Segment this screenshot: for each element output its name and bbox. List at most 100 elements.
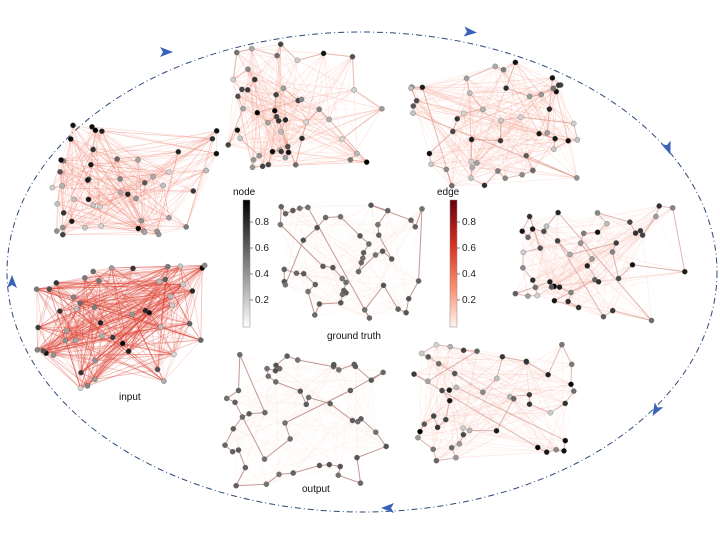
graph-edge bbox=[70, 138, 90, 180]
graph-edge bbox=[247, 69, 260, 156]
graph-edge bbox=[185, 153, 217, 228]
graph-edge bbox=[245, 467, 267, 485]
graph-edge bbox=[99, 193, 128, 207]
graph-edge bbox=[111, 267, 171, 297]
graph-edge bbox=[543, 205, 660, 232]
graph-edge bbox=[496, 378, 566, 404]
edge-colorbar-tick-label: 0.8 bbox=[462, 217, 476, 228]
graph-edge bbox=[62, 185, 164, 235]
graph-edge bbox=[92, 271, 161, 328]
graph-edge bbox=[449, 400, 551, 413]
graph-edge bbox=[157, 284, 184, 370]
graph-edge bbox=[546, 91, 557, 133]
graph-edge bbox=[529, 344, 563, 395]
graph-node bbox=[460, 425, 466, 431]
graph-node bbox=[155, 231, 162, 238]
graph-edge bbox=[419, 431, 452, 448]
graph-edge bbox=[80, 312, 150, 374]
graph-node bbox=[354, 454, 360, 461]
graph-edge bbox=[101, 131, 142, 221]
graph-edge bbox=[288, 119, 330, 153]
graph-edge bbox=[237, 129, 281, 151]
graph-edge bbox=[95, 130, 101, 207]
graph-edge bbox=[276, 44, 281, 117]
graph-edge bbox=[80, 322, 101, 373]
graph-node bbox=[532, 284, 539, 291]
graph-edge bbox=[410, 88, 574, 124]
graph-edge bbox=[476, 162, 499, 172]
graph-node bbox=[343, 279, 349, 286]
graph-edge bbox=[61, 149, 94, 187]
graph-edge bbox=[484, 120, 502, 186]
graph-node bbox=[354, 150, 360, 157]
graph-edge bbox=[111, 267, 129, 352]
graph-edge bbox=[275, 370, 339, 476]
graph-edge bbox=[37, 302, 81, 351]
graph-edge bbox=[55, 282, 96, 361]
graph-node bbox=[154, 366, 161, 373]
tour-edge bbox=[284, 390, 351, 424]
graph-edge bbox=[91, 126, 217, 154]
graph-edge bbox=[286, 355, 358, 458]
graph-edge bbox=[449, 384, 572, 401]
graph-edge bbox=[48, 288, 77, 341]
graph-node bbox=[88, 161, 94, 168]
graph-node bbox=[543, 449, 550, 455]
graph-edge bbox=[264, 420, 353, 460]
tour-edge bbox=[520, 116, 574, 124]
graph-edge bbox=[410, 88, 473, 168]
graph-edge bbox=[272, 99, 302, 152]
graph-edge bbox=[558, 85, 569, 141]
graph-node bbox=[278, 203, 284, 210]
graph-edge bbox=[59, 171, 142, 221]
graph-edge bbox=[163, 323, 190, 382]
graph-edge bbox=[236, 52, 351, 161]
graph-edge bbox=[90, 164, 170, 173]
graph-edge bbox=[192, 290, 202, 341]
graph-edge bbox=[56, 282, 173, 306]
tour-edge bbox=[338, 474, 361, 484]
graph-edge bbox=[84, 170, 207, 228]
graph-edge bbox=[36, 289, 38, 350]
graph-node bbox=[97, 203, 103, 210]
graph-edge bbox=[462, 396, 511, 429]
graph-edge bbox=[422, 77, 553, 88]
tour-edge bbox=[238, 354, 241, 391]
graph-edge bbox=[237, 96, 358, 154]
graph-edge bbox=[535, 287, 652, 321]
graph-edge bbox=[72, 125, 94, 206]
graph-edge bbox=[471, 161, 577, 179]
graph-edge bbox=[554, 258, 593, 287]
graph-node bbox=[349, 417, 356, 424]
graph-node bbox=[447, 343, 453, 350]
graph-node bbox=[203, 167, 209, 174]
graph-edge bbox=[430, 164, 453, 186]
graph-node bbox=[292, 162, 299, 168]
graph-edge bbox=[333, 364, 372, 381]
graph-edge bbox=[455, 403, 566, 458]
graph-edge bbox=[417, 396, 511, 438]
graph-edge bbox=[247, 69, 269, 123]
graph-node bbox=[627, 219, 633, 225]
graph-edge bbox=[80, 281, 160, 373]
graph-edge bbox=[59, 171, 102, 227]
graph-edge bbox=[163, 290, 193, 382]
graph-edge bbox=[295, 138, 343, 166]
graph-edge bbox=[42, 350, 81, 389]
tour-edge bbox=[436, 457, 456, 462]
graph-node bbox=[326, 116, 332, 123]
graph-edge bbox=[112, 326, 161, 338]
graph-edge bbox=[275, 94, 367, 163]
graph-node bbox=[682, 268, 688, 275]
graph-edge bbox=[111, 267, 173, 306]
graph-node bbox=[600, 313, 607, 320]
tour-edge bbox=[280, 43, 298, 61]
edge-colorbar-gradient bbox=[449, 199, 458, 328]
graph-node bbox=[213, 128, 220, 134]
graph-node bbox=[395, 306, 401, 312]
graph-edge bbox=[466, 78, 527, 156]
graph-edge bbox=[413, 105, 472, 162]
graph-node bbox=[510, 396, 517, 402]
graph-edge bbox=[94, 339, 201, 380]
graph-edge bbox=[450, 346, 530, 395]
